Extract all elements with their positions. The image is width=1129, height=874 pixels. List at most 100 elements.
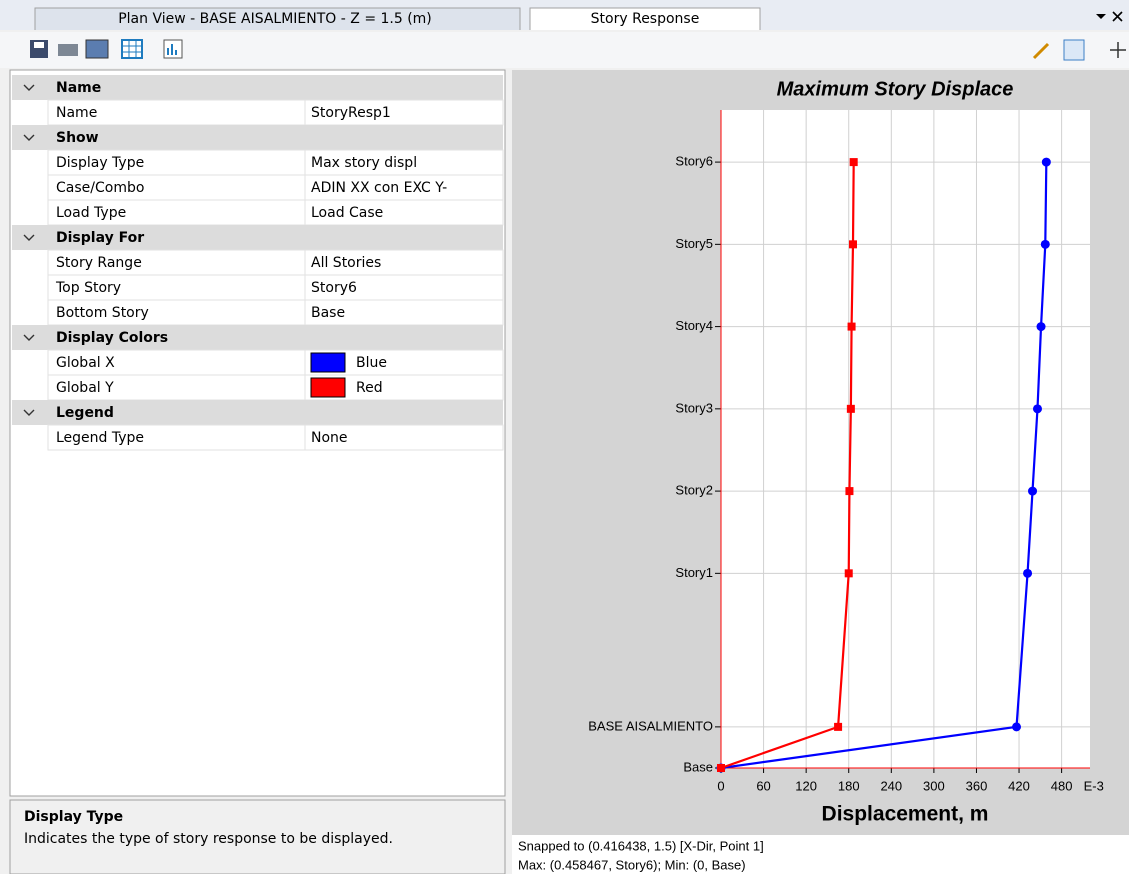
chart-title: Maximum Story Displace [777,78,1014,100]
color-swatch [310,352,346,373]
section-title: Legend [56,405,114,421]
table-icon[interactable] [121,39,143,59]
tree-icon[interactable] [1063,39,1085,61]
property-row[interactable] [47,99,504,126]
property-row[interactable] [47,174,504,201]
tab[interactable] [34,7,521,30]
section-header[interactable] [12,400,503,425]
data-point [848,240,857,249]
status-area [512,835,1129,874]
y-tick-label: Story2 [675,483,713,498]
x-scale-label: E-3 [1084,778,1104,793]
x-tick-label: 420 [1008,778,1030,793]
property-row[interactable] [47,424,504,451]
x-tick-label: 300 [923,778,945,793]
property-row[interactable] [47,274,504,301]
tab-label: Story Response [591,11,700,27]
property-label: Case/Combo [56,180,144,196]
print-icon[interactable] [58,44,78,56]
property-row[interactable] [47,374,504,401]
property-value: StoryResp1 [311,105,391,121]
data-point [844,569,853,578]
x-tick-label: 360 [966,778,988,793]
x-tick-label: 60 [756,778,770,793]
y-tick-label: Story6 [675,154,713,169]
property-value: Base [311,305,345,321]
property-rows: Name Name StoryResp1 Show Display Type Max st… [12,75,504,451]
property-label: Top Story [55,280,121,296]
toolbar [0,32,1129,68]
description-box [9,799,506,874]
property-row[interactable] [47,349,504,376]
property-value: Story6 [311,280,357,296]
property-label: Story Range [56,255,142,271]
property-row[interactable] [47,249,504,276]
x-tick-label: 240 [880,778,902,793]
property-label: Display Type [56,155,144,171]
property-value: All Stories [311,255,381,271]
chart: Maximum Story Displace Displacement, m 0… [588,78,1104,825]
chevron [23,409,35,416]
chevron [23,134,35,141]
data-point [849,158,858,167]
data-point [717,764,725,772]
section-header[interactable] [12,75,503,100]
series-line [720,162,1048,770]
pencil-icon[interactable] [1032,42,1050,60]
y-tick-label: Story5 [675,236,713,251]
color-swatch [310,377,346,398]
chevron [23,84,35,91]
data-point [1036,322,1046,332]
data-point [847,322,856,331]
property-value: None [311,430,348,446]
data-point [845,487,854,496]
property-row[interactable] [47,299,504,326]
property-row[interactable] [47,199,504,226]
close-icon[interactable] [1112,11,1123,22]
chevron [23,234,35,241]
y-tick-label: Base [683,759,713,774]
property-label: Name [56,105,97,121]
chart-icon-bars [167,44,177,55]
data-point [1012,722,1022,732]
property-label: Global X [56,355,115,371]
x-axis-title: Displacement, m [822,803,989,826]
property-row[interactable] [47,149,504,176]
y-tick-label: Story3 [675,400,713,415]
section-header[interactable] [12,325,503,350]
property-label: Global Y [56,380,114,396]
display-icon[interactable] [85,39,109,59]
property-label: Load Type [56,205,126,221]
x-tick-label: 0 [717,778,724,793]
tab-label: Plan View - BASE AISALMIENTO - Z = 1.5 (… [118,11,432,27]
x-tick-label: 180 [838,778,860,793]
y-tick-label: Story4 [675,318,713,333]
data-point [1028,486,1038,496]
property-label: Bottom Story [56,305,149,321]
x-tick-label: 120 [795,778,817,793]
data-point [1041,157,1051,167]
dropdown-icon[interactable] [1096,14,1106,19]
section-title: Display Colors [56,330,168,346]
description-text: Indicates the type of story response to … [24,831,393,847]
tab[interactable] [529,7,761,30]
series-line [720,162,855,770]
property-value: Blue [356,355,387,371]
x-tick-label: 480 [1051,778,1073,793]
property-value: Red [356,380,383,396]
data-point [1032,404,1042,414]
property-value: Max story displ [311,155,417,171]
data-point [834,722,843,731]
status-line: Snapped to (0.416438, 1.5) [X-Dir, Point… [518,838,764,853]
section-header[interactable] [12,225,503,250]
save-icon-part [34,42,44,48]
move-icon[interactable] [1110,42,1126,58]
data-point [846,404,855,413]
section-title: Display For [56,230,144,246]
data-point [1023,568,1033,578]
property-value: ADIN XX con EXC Y- [311,180,447,196]
toolbar-icons[interactable] [30,39,1126,61]
y-tick-label: BASE AISALMIENTO [588,718,713,733]
section-header[interactable] [12,125,503,150]
